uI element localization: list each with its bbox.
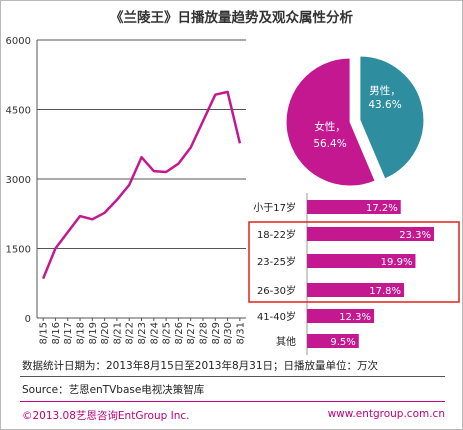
y-tick-label: 1500 bbox=[6, 245, 31, 256]
highlight-box bbox=[248, 221, 460, 303]
views-series-line bbox=[41, 90, 242, 280]
x-tick-label: 8/21 bbox=[112, 322, 123, 344]
x-tick-label: 8/28 bbox=[198, 322, 209, 344]
y-tick-label: 6000 bbox=[6, 36, 31, 47]
bar-value-label: 17.8% bbox=[369, 286, 401, 297]
age-bar bbox=[307, 227, 434, 241]
chart-title: 《兰陵王》日播放量趋势及观众属性分析 bbox=[110, 10, 353, 26]
x-tick-label: 8/22 bbox=[125, 322, 136, 344]
y-tick-label: 3000 bbox=[6, 175, 31, 186]
bar-category-label: 26-30岁 bbox=[257, 284, 296, 297]
pie-slice-value: 43.6% bbox=[368, 99, 401, 111]
bar-value-label: 12.3% bbox=[339, 312, 371, 323]
x-tick-label: 8/24 bbox=[149, 322, 160, 344]
bar-category-label: 41-40岁 bbox=[257, 310, 296, 323]
footer-divider bbox=[20, 401, 445, 402]
copyright-text: ©2013.08艺恩咨询EntGroup Inc. bbox=[22, 410, 190, 422]
x-tick-label: 8/27 bbox=[186, 322, 197, 344]
source-line: Source：艺恩enTVbase电视决策智库 bbox=[22, 384, 205, 396]
pie-slice-label: 男性， bbox=[369, 84, 401, 97]
x-tick-label: 8/19 bbox=[88, 322, 99, 344]
x-tick-label: 8/30 bbox=[223, 322, 234, 344]
pie-slice bbox=[359, 55, 425, 180]
pie-slice bbox=[285, 57, 376, 187]
x-tick-label: 8/25 bbox=[162, 322, 173, 344]
x-tick-label: 8/18 bbox=[76, 322, 87, 344]
x-tick-label: 8/15 bbox=[39, 322, 50, 344]
age-bar bbox=[307, 309, 375, 323]
bar-category-label: 其他 bbox=[276, 335, 296, 348]
y-tick-label: 0 bbox=[25, 314, 31, 325]
bar-value-label: 23.3% bbox=[399, 230, 431, 241]
age-bar bbox=[307, 254, 416, 268]
pie-slice-label: 女性， bbox=[314, 120, 346, 133]
age-bar bbox=[307, 200, 401, 214]
x-tick-label: 8/26 bbox=[174, 322, 185, 344]
bar-category-label: 23-25岁 bbox=[257, 255, 296, 268]
bar-value-label: 9.5% bbox=[330, 337, 355, 348]
x-tick-label: 8/29 bbox=[211, 322, 222, 344]
website-link[interactable]: www.entgroup.com.cn bbox=[327, 408, 445, 420]
bar-category-label: 小于17岁 bbox=[253, 201, 296, 214]
x-tick-label: 8/23 bbox=[137, 322, 148, 344]
age-bar bbox=[307, 334, 359, 348]
data-note: 数据统计日期为：2013年8月15日至2013年8月31日；日播放量单位：万次 bbox=[22, 360, 379, 372]
divider bbox=[20, 376, 445, 377]
bar-category-label: 18-22岁 bbox=[257, 228, 296, 241]
x-tick-label: 8/20 bbox=[100, 322, 111, 344]
y-tick-label: 4500 bbox=[6, 106, 31, 117]
x-tick-label: 8/31 bbox=[235, 322, 246, 344]
x-tick-label: 8/17 bbox=[63, 322, 74, 344]
pie-slice-value: 56.4% bbox=[313, 138, 346, 150]
x-tick-label: 8/16 bbox=[51, 322, 62, 344]
bar-value-label: 19.9% bbox=[381, 257, 413, 268]
age-bar bbox=[307, 283, 405, 297]
bar-value-label: 17.2% bbox=[366, 203, 398, 214]
